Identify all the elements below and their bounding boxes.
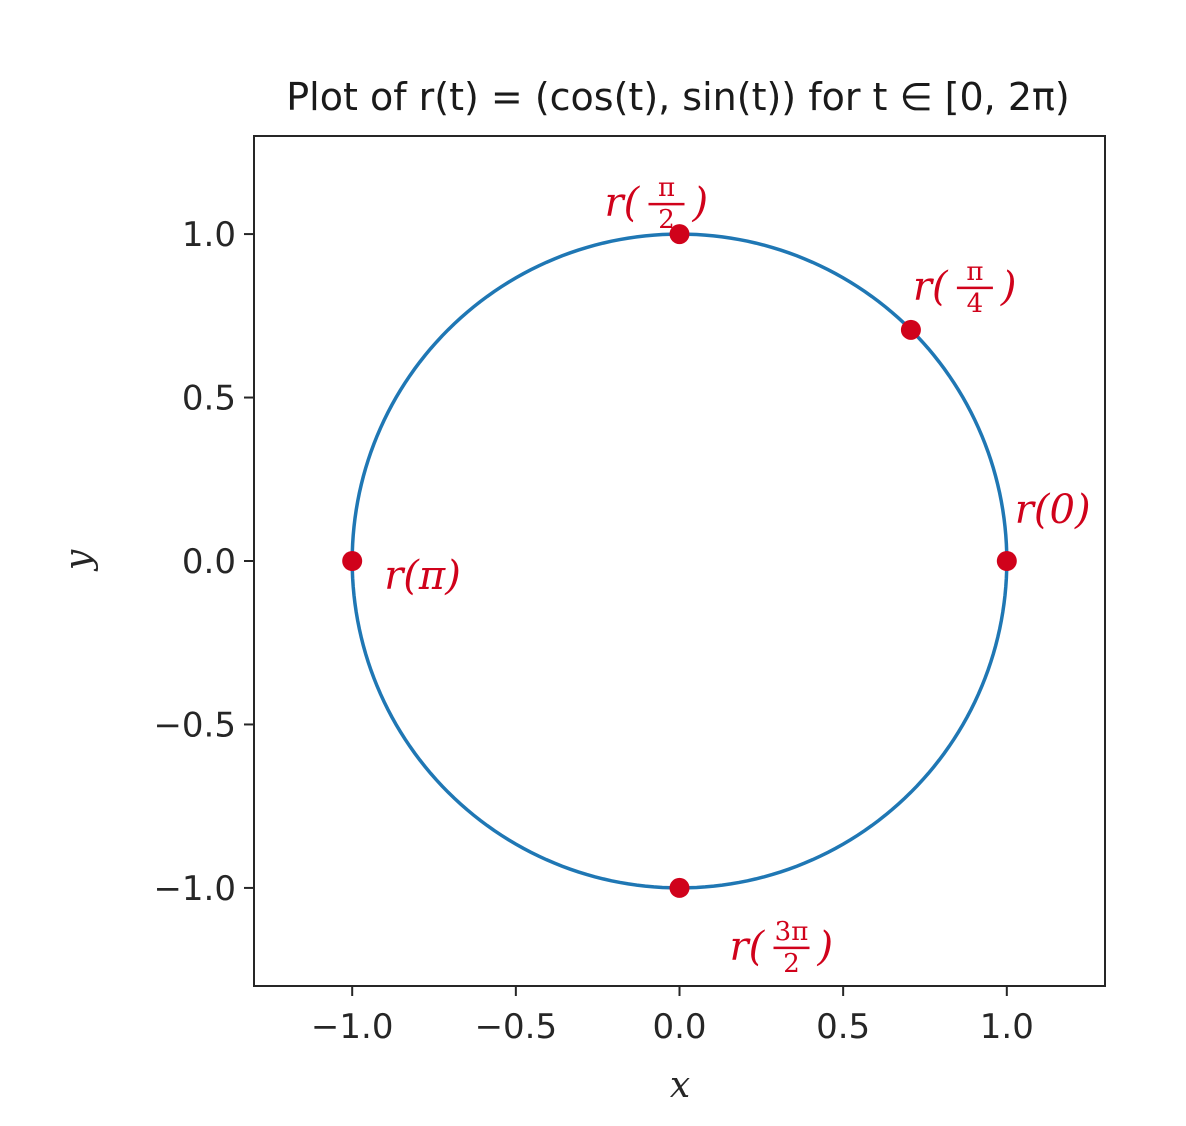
x-tick-label: 0.5 (816, 1007, 870, 1047)
y-axis: 1.0 0.5 0.0 −0.5 −1.0 (153, 215, 254, 909)
point-2 (669, 224, 690, 245)
y-tick-label: 0.5 (182, 379, 236, 419)
point-label-numerator: 3π (775, 917, 809, 947)
point-label-4: r( 3π2) (730, 917, 834, 979)
point-label-main: r( (605, 180, 641, 226)
point-label-2: r( π2) (605, 173, 709, 235)
y-tick-label: −0.5 (153, 705, 236, 745)
x-tick-label: −1.0 (311, 1007, 394, 1047)
point-4 (669, 877, 690, 898)
point-label-close-paren: ) (817, 924, 834, 970)
x-axis: −1.0 −0.5 0.0 0.5 1.0 (311, 986, 1034, 1047)
highlighted-points (342, 224, 1017, 898)
point-annotations: r(0)r(π4)r(π2)r(π)r(3π2) (384, 173, 1090, 979)
point-label-denominator: 2 (658, 205, 675, 235)
point-label-close-paren: ) (1000, 264, 1017, 310)
point-label-0: r(0) (1015, 487, 1091, 533)
x-tick-label: 0.0 (652, 1007, 706, 1047)
point-label-denominator: 4 (967, 289, 984, 319)
point-label-main: r( (730, 924, 766, 970)
point-label-3: r(π) (384, 553, 461, 599)
y-tick-label: 0.0 (182, 542, 236, 582)
point-label-denominator: 2 (783, 949, 800, 979)
x-tick-label: −0.5 (475, 1007, 558, 1047)
point-0 (996, 551, 1017, 571)
point-label-numerator: π (966, 257, 983, 287)
point-label-close-paren: ) (692, 180, 709, 226)
point-label-numerator: π (658, 173, 675, 203)
point-1 (900, 319, 921, 340)
title-text: Plot of r(t) = (cos(t), sin(t)) for t ∈ … (286, 75, 1069, 119)
y-axis-label: y (58, 549, 99, 572)
y-tick-label: 1.0 (182, 215, 236, 255)
point-label-main: r(0) (1015, 487, 1091, 533)
point-3 (342, 551, 363, 571)
y-tick-label: −1.0 (153, 869, 236, 909)
chart-title: Plot of r(t) = (cos(t), sin(t)) for t ∈ … (286, 75, 1069, 119)
x-tick-label: 1.0 (980, 1007, 1034, 1047)
point-label-main: r( (913, 264, 949, 310)
x-axis-label: x (670, 1065, 690, 1106)
point-label-main: r(π) (384, 553, 461, 599)
point-label-1: r( π4) (913, 257, 1017, 319)
